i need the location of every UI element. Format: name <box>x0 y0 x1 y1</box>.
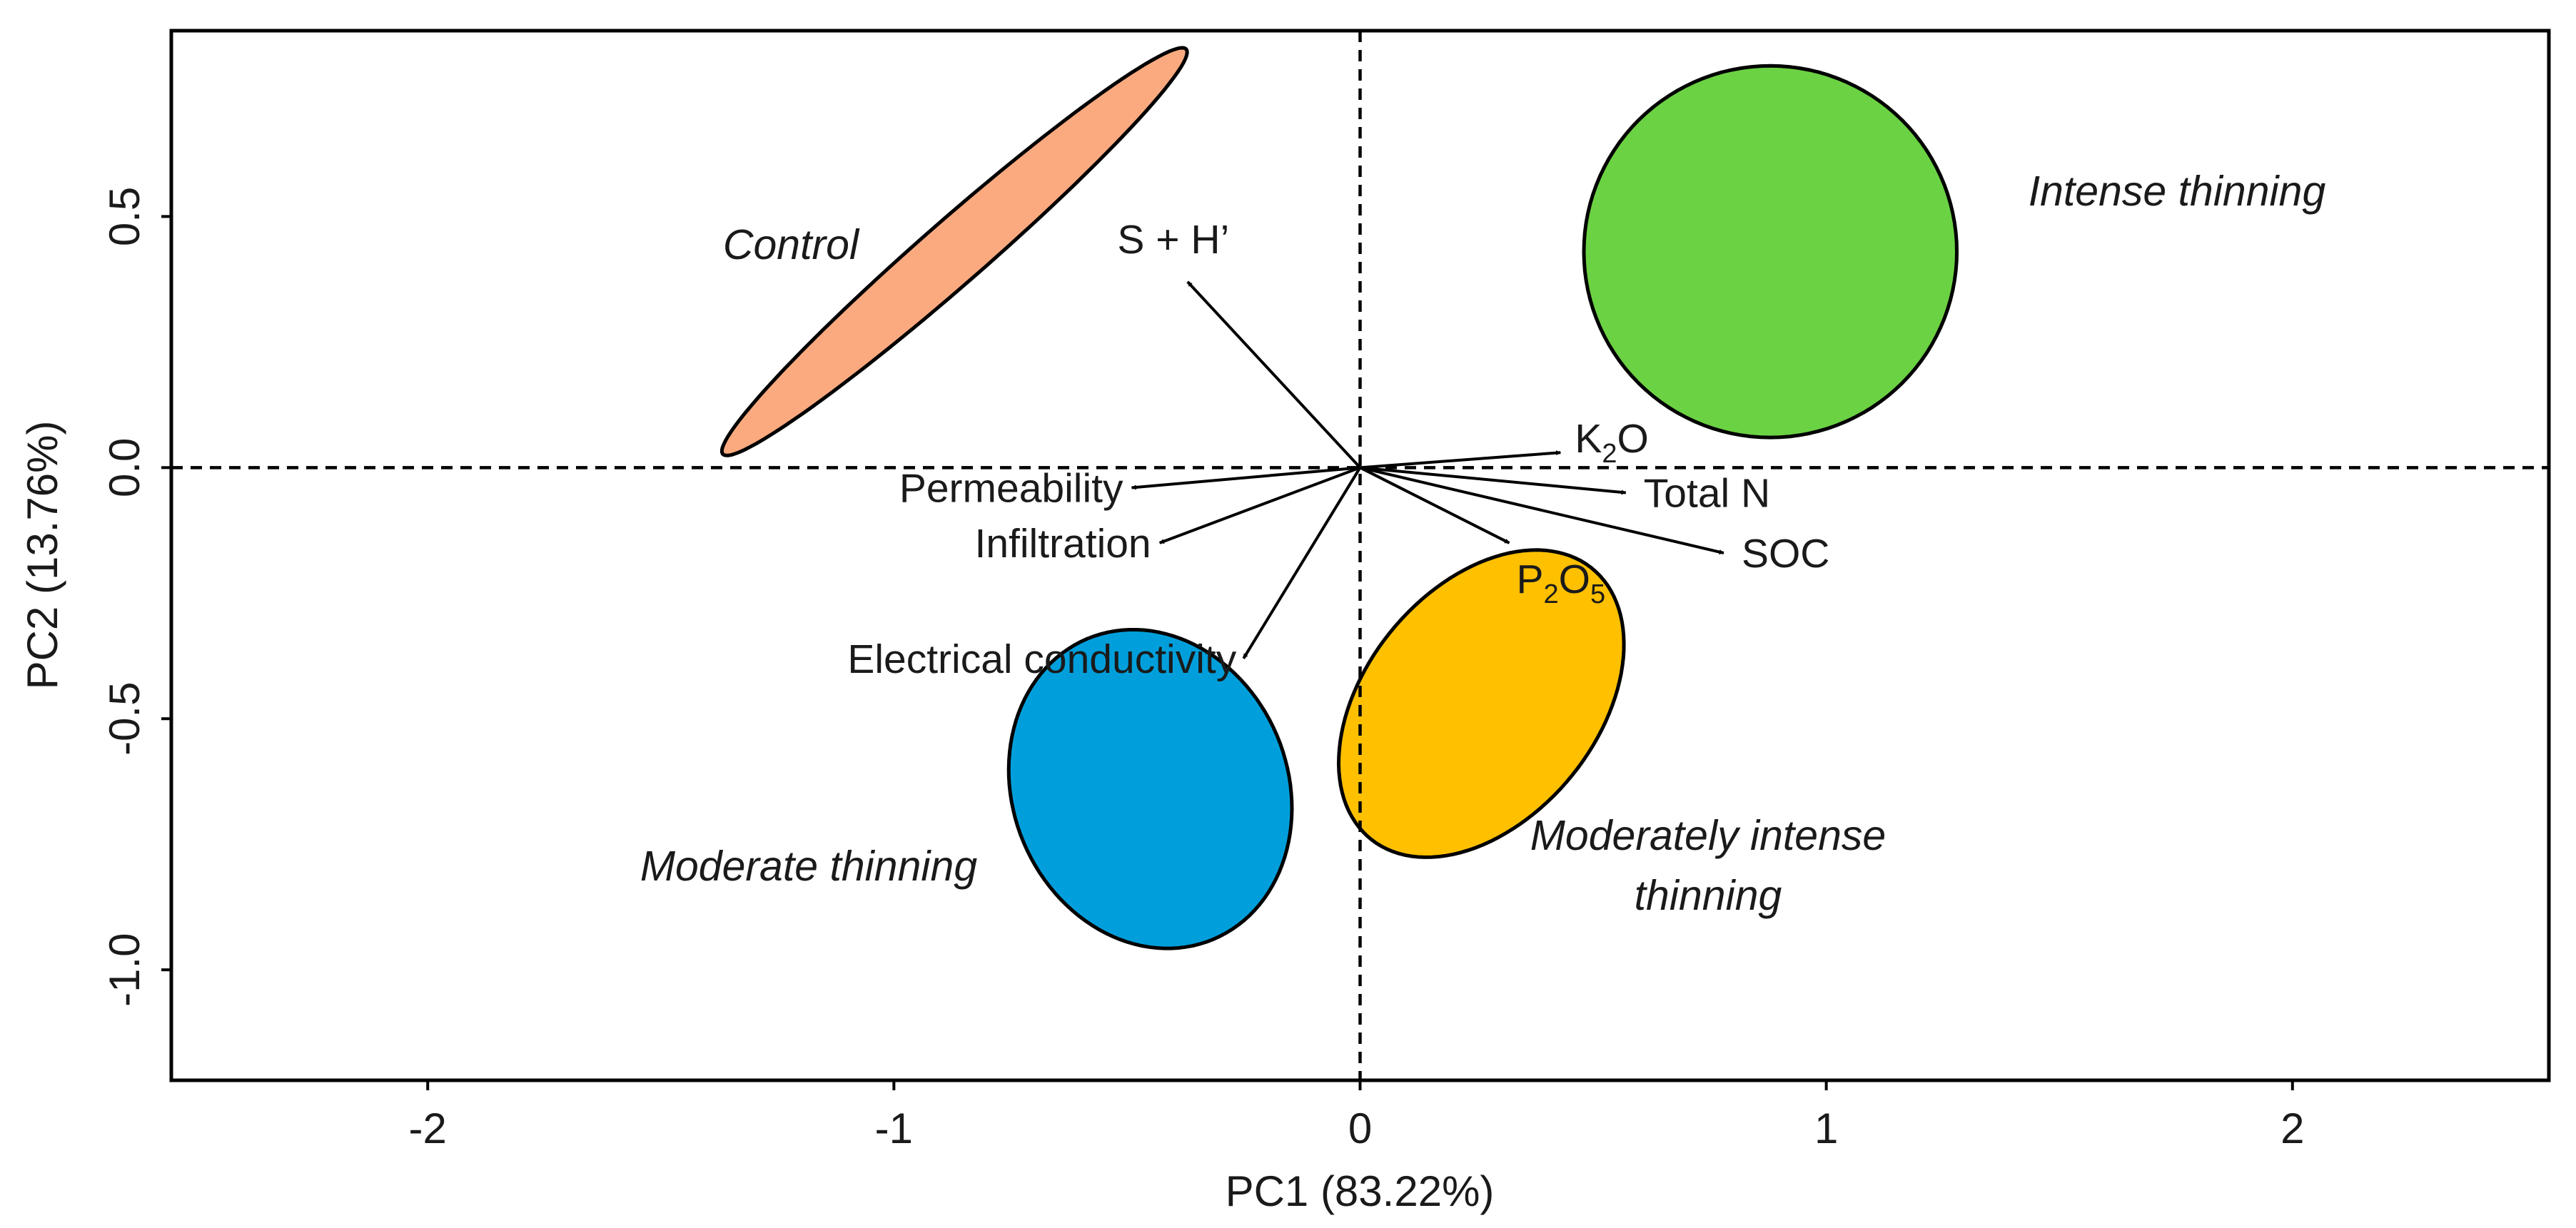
y-tick-label-3: 0.5 <box>101 187 148 246</box>
y-tick-label-1: -0.5 <box>101 682 148 756</box>
y-axis-title: PC2 (13.76%) <box>19 421 66 690</box>
x-axis-title: PC1 (83.22%) <box>1226 1167 1495 1215</box>
loading-arrow-1 <box>1360 450 1562 470</box>
loading-label-1: K2O <box>1575 416 1649 469</box>
loading-arrow-2 <box>1360 466 1627 495</box>
group-ellipse-0 <box>719 46 1189 457</box>
loading-label-2: Total N <box>1644 471 1770 517</box>
loading-label-5: Permeability <box>899 465 1123 511</box>
x-tick-label-0: -2 <box>409 1105 447 1152</box>
loading-arrow-7 <box>1242 467 1362 659</box>
x-tick-label-3: 1 <box>1814 1105 1838 1152</box>
x-tick-label-1: -1 <box>875 1105 913 1152</box>
group-ellipse-2 <box>1006 628 1294 950</box>
x-tick-label-4: 2 <box>2280 1105 2304 1152</box>
loading-label-6: Infiltration <box>975 521 1151 567</box>
x-tick-label-2: 0 <box>1348 1105 1372 1152</box>
group-label-3: Moderately intense thinning <box>1530 812 1886 919</box>
loading-label-7: Electrical conductivity <box>847 636 1236 682</box>
loading-arrow-6 <box>1158 466 1361 544</box>
group-ellipse-1 <box>1582 64 1959 440</box>
y-tick-label-2: 0.0 <box>101 438 148 497</box>
loading-arrow-5 <box>1131 466 1360 490</box>
loading-label-4: P2O5 <box>1517 557 1606 609</box>
loading-label-0: S + H’ <box>1117 217 1229 263</box>
group-label-0: Control <box>723 221 860 268</box>
y-tick-label-0: -1.0 <box>101 933 148 1006</box>
loading-arrow-3 <box>1360 466 1724 554</box>
loading-label-3: SOC <box>1742 531 1830 577</box>
group-ellipse-3 <box>1336 548 1626 859</box>
loading-arrow-4 <box>1359 466 1510 544</box>
group-label-1: Intense thinning <box>2029 168 2326 215</box>
group-label-2: Moderate thinning <box>640 843 978 890</box>
loading-arrow-0 <box>1186 280 1361 469</box>
